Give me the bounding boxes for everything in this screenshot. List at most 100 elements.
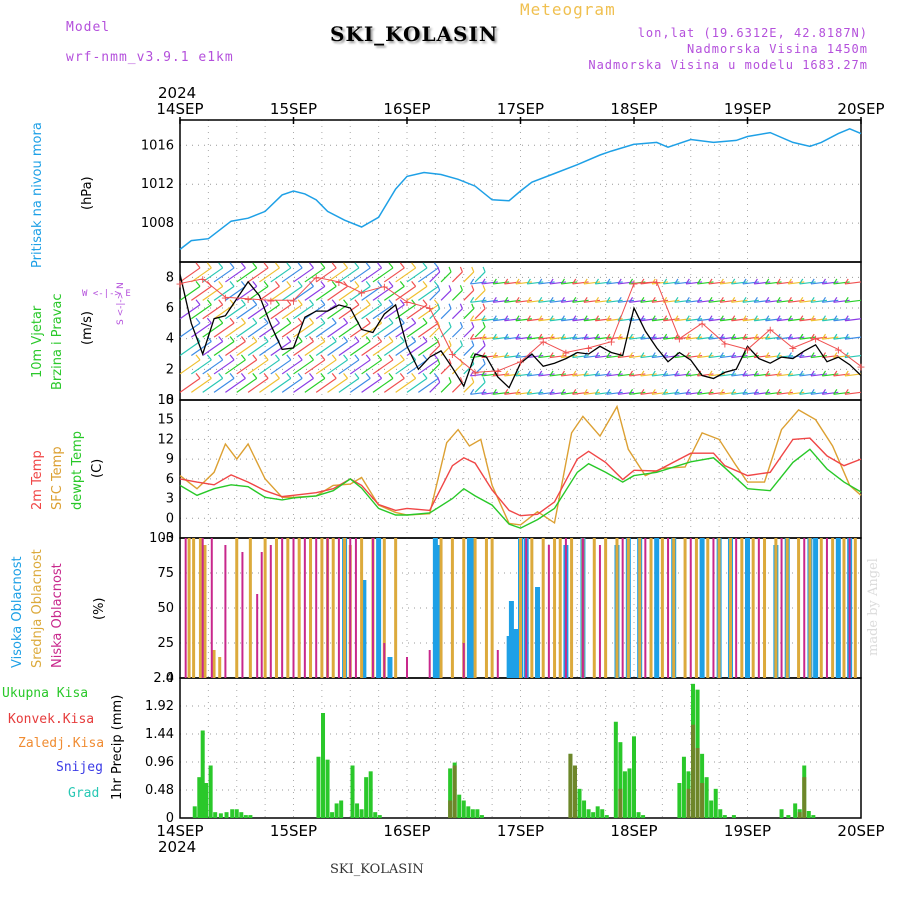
wind-barb-tick — [844, 389, 849, 395]
wind-gust-marker: + — [607, 336, 616, 349]
cloud-bar-low — [525, 538, 528, 678]
wind-barb — [629, 391, 646, 395]
wind-barb — [293, 377, 314, 393]
wind-barb — [731, 391, 748, 395]
wind-barb-tick — [437, 340, 441, 346]
cloud-bar-high — [466, 538, 472, 678]
cloud-bar-low — [337, 538, 340, 678]
wind-barb — [481, 299, 498, 303]
wind-barb — [595, 281, 612, 285]
wind-barb-tick — [753, 333, 758, 340]
cloud-bar-mid — [558, 538, 562, 678]
wind-gust-marker: + — [266, 294, 275, 307]
precip-total-bar — [200, 730, 205, 818]
wind-barb-tick — [719, 297, 724, 303]
meteogram-label: Meteogram — [520, 0, 616, 19]
wind-barb-tick — [821, 370, 827, 377]
wind-barb-tick — [343, 299, 349, 306]
wind-barb-tick — [252, 280, 258, 287]
wind-barb-tick — [459, 285, 463, 291]
wind-barb — [606, 336, 623, 340]
wind-barb — [810, 281, 828, 285]
y-tick-label: 0 — [166, 671, 174, 686]
wind-barb — [315, 267, 337, 283]
wind-barb — [451, 326, 463, 338]
wind-barb-tick — [583, 333, 588, 340]
precip-total-bar — [334, 803, 339, 818]
precip-total-bar — [718, 809, 723, 818]
wind-speed-line — [179, 274, 862, 389]
cloud-bar-low — [803, 538, 806, 678]
cloud-bar-low — [581, 538, 584, 678]
wind-barb — [731, 373, 748, 377]
wind-barb-tick — [799, 370, 804, 377]
wind-barb-tick — [437, 303, 441, 309]
wind-barb — [213, 322, 235, 338]
wind-barb-tick — [354, 299, 360, 306]
wind-barb-tick — [583, 389, 588, 395]
cloud-bar-mid — [694, 538, 698, 678]
wind-barb — [606, 281, 623, 285]
cloud-bar-mid — [728, 538, 732, 678]
wind-barb — [470, 299, 487, 303]
wind-barb — [617, 391, 635, 395]
wind-barb — [429, 326, 441, 338]
cloud-bar-mid — [570, 538, 574, 678]
wind-barb-tick — [787, 297, 792, 303]
wind-barb — [225, 359, 246, 375]
wind-barb — [270, 341, 292, 357]
wind-gust-marker: + — [675, 333, 684, 346]
wind-barb — [202, 341, 224, 357]
wind-barb-tick — [274, 280, 280, 287]
wind-barb — [451, 308, 463, 320]
wind-barb — [361, 341, 382, 357]
wind-barb-tick — [594, 297, 600, 303]
precip-total-bar — [595, 806, 600, 818]
wind-barb-tick — [365, 317, 371, 324]
wind-barb-tick — [640, 370, 645, 377]
wind-barb — [179, 267, 201, 283]
cloud-bar-low — [496, 650, 499, 678]
precip-conv-bar — [568, 753, 573, 818]
wind-barb-tick — [388, 299, 394, 306]
cloud-bar-high — [432, 538, 438, 678]
wind-barb — [844, 336, 862, 340]
wind-barb — [474, 381, 486, 393]
wind-gust-marker: + — [584, 342, 593, 355]
wind-barb-tick — [448, 266, 452, 273]
wind-barb-tick — [448, 285, 452, 291]
wind-barb-tick — [195, 354, 201, 361]
wind-barb-tick — [399, 372, 405, 379]
wind-barb-tick — [560, 315, 565, 322]
wind-barb-tick — [708, 352, 713, 358]
wind-barb-tick — [526, 278, 531, 285]
wind-barb-tick — [469, 315, 475, 322]
wind-barb — [372, 377, 394, 393]
precip-total-bar — [618, 742, 623, 818]
wind-barb — [493, 354, 510, 359]
wind-barb-tick — [422, 280, 428, 287]
wind-barb-tick — [482, 266, 486, 273]
x-tick-label-top: 19SEP — [724, 100, 771, 118]
wind-barb — [293, 359, 314, 375]
wind-barb-tick — [538, 333, 543, 340]
wind-barb-tick — [753, 297, 758, 303]
y-tick-label: 0 — [166, 511, 174, 526]
wind-barb-tick — [742, 370, 747, 377]
wind-barb-tick — [218, 299, 224, 306]
wind-barb — [640, 373, 657, 377]
precip-total-bar — [600, 809, 605, 818]
y-tick-label: 25 — [157, 636, 174, 651]
wind-barb — [191, 304, 212, 320]
wind-barb-tick — [492, 278, 497, 285]
wind-barb — [202, 304, 224, 320]
cloud-bar-high — [508, 601, 514, 678]
wind-barb-tick — [377, 336, 383, 342]
temp-dew-line — [179, 448, 862, 529]
wind-barb-tick — [422, 262, 428, 269]
wind-barb-tick — [719, 333, 724, 340]
x-tick-label-bottom: 14SEP — [156, 822, 203, 840]
wind-barb-tick — [399, 299, 405, 306]
wind-barb — [179, 377, 201, 393]
wind-barb-tick — [195, 317, 201, 324]
